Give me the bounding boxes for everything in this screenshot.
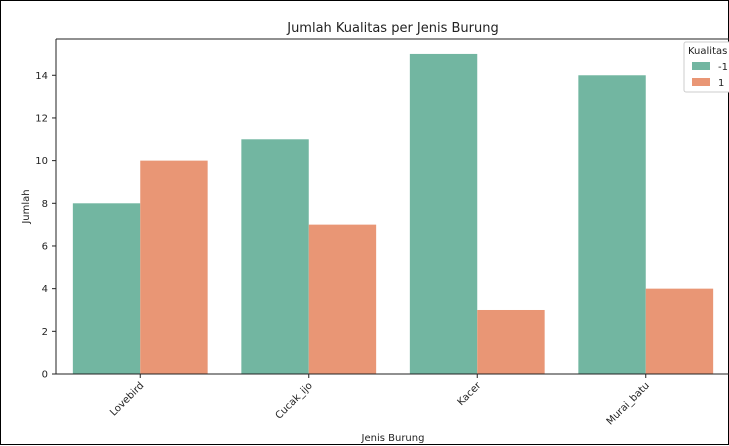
x-tick-label: Murai_batu bbox=[605, 380, 652, 427]
legend: Kualitas -1 1 bbox=[683, 41, 729, 93]
y-tick-label: 10 bbox=[35, 156, 48, 167]
y-tick-label: 2 bbox=[42, 327, 48, 338]
chart-title: Jumlah Kualitas per Jenis Burung bbox=[286, 21, 499, 36]
legend-title: Kualitas bbox=[688, 46, 727, 57]
bar-murai-batu-series-1 bbox=[578, 75, 646, 374]
bar-murai-batu-series-2 bbox=[645, 288, 714, 374]
legend-label: -1 bbox=[718, 62, 728, 73]
bar-lovebird-series-2 bbox=[140, 160, 208, 374]
legend-swatch bbox=[692, 62, 710, 70]
legend-swatch bbox=[692, 78, 710, 86]
y-tick-label: 6 bbox=[42, 241, 48, 252]
y-tick-label: 14 bbox=[35, 71, 48, 82]
plot-area: 0 2 4 6 8 10 12 14 Lovebird Cucak_ijo Kacer Murai_b… bbox=[35, 38, 729, 428]
y-axis-label: Jumlah bbox=[21, 189, 32, 224]
x-tick-label: Cucak_ijo bbox=[274, 380, 315, 421]
bar-kacer-series-2 bbox=[477, 309, 545, 374]
bar-cucak-ijo-series-2 bbox=[308, 224, 377, 374]
y-tick-label: 4 bbox=[42, 284, 48, 295]
y-tick-label: 8 bbox=[42, 199, 48, 210]
legend-label: 1 bbox=[718, 78, 724, 89]
bar-kacer-series-1 bbox=[409, 53, 478, 374]
bar-lovebird-series-1 bbox=[72, 203, 141, 374]
y-tick-label: 12 bbox=[35, 113, 48, 124]
x-tick-label: Lovebird bbox=[108, 380, 146, 418]
y-tick-label: 0 bbox=[42, 370, 48, 381]
bar-cucak-ijo-series-1 bbox=[241, 139, 309, 374]
x-tick-label: Kacer bbox=[456, 380, 484, 408]
x-axis-label: Jenis Burung bbox=[361, 433, 425, 444]
